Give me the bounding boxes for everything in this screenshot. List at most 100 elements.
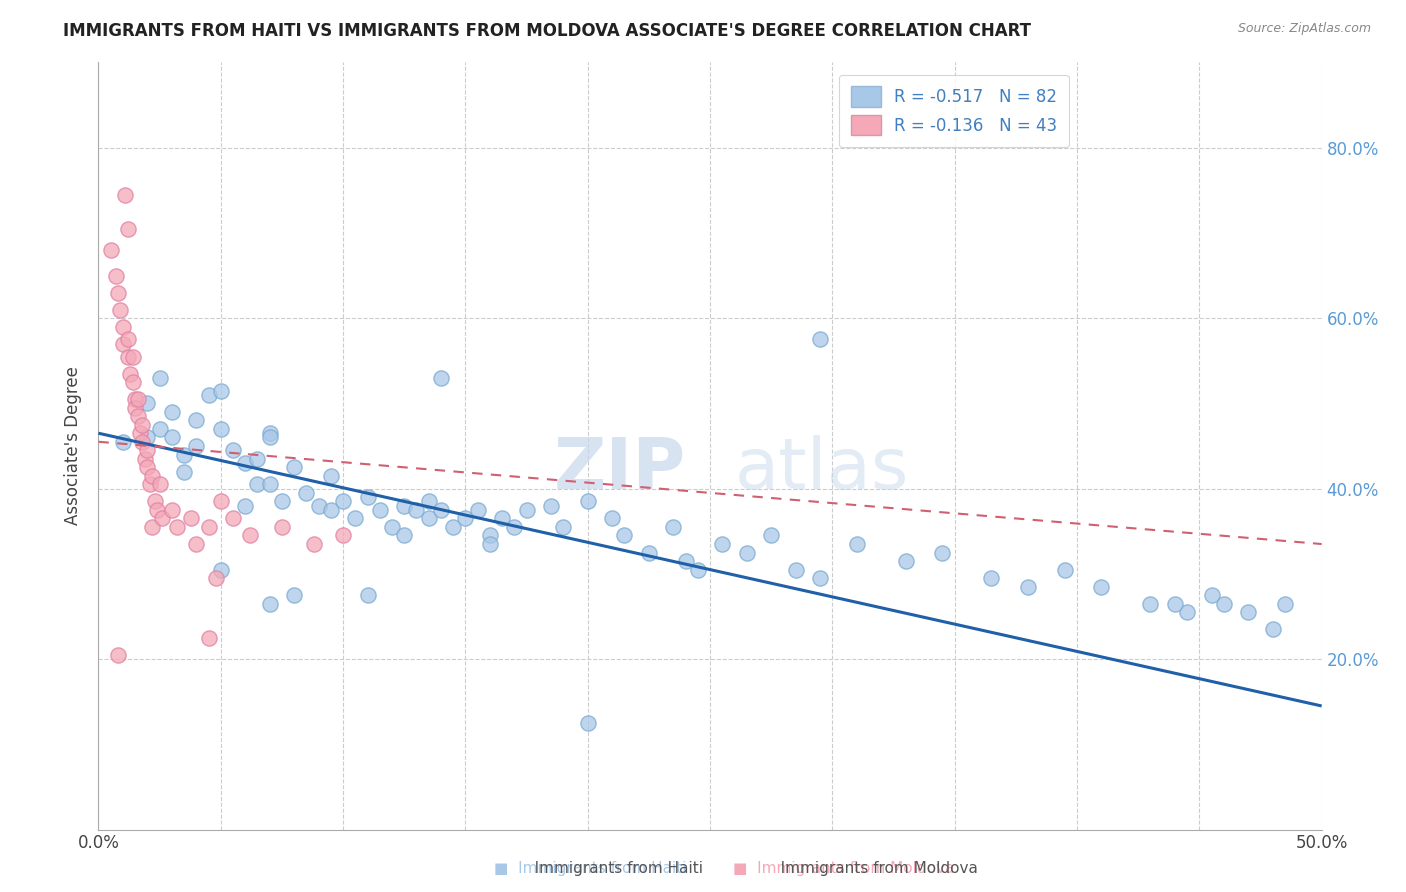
Point xyxy=(540,499,562,513)
Point xyxy=(368,503,391,517)
Point xyxy=(441,520,464,534)
Point xyxy=(980,571,1002,585)
Point xyxy=(209,384,232,398)
Point xyxy=(332,494,354,508)
Point xyxy=(392,528,416,542)
Point xyxy=(613,528,636,542)
Point xyxy=(139,477,162,491)
Point xyxy=(1237,605,1260,619)
Point xyxy=(136,396,159,410)
Point xyxy=(1164,597,1187,611)
Y-axis label: Associate's Degree: Associate's Degree xyxy=(65,367,83,525)
Point xyxy=(675,554,697,568)
Point xyxy=(1090,580,1112,594)
Point xyxy=(222,443,245,458)
Point xyxy=(186,439,208,453)
Point xyxy=(233,499,256,513)
Point xyxy=(111,434,134,449)
Point xyxy=(233,456,256,470)
Point xyxy=(662,520,685,534)
Point xyxy=(150,511,173,525)
Point xyxy=(319,503,342,517)
Point xyxy=(209,563,232,577)
Point xyxy=(1274,597,1296,611)
Point xyxy=(117,333,139,347)
Point xyxy=(344,511,367,525)
Point xyxy=(576,494,599,508)
Point xyxy=(405,503,427,517)
Point xyxy=(117,221,139,235)
Point xyxy=(418,511,440,525)
Point xyxy=(197,388,219,402)
Point xyxy=(270,520,294,534)
Point xyxy=(143,494,166,508)
Point xyxy=(110,302,132,317)
Point xyxy=(121,375,143,389)
Point xyxy=(107,648,129,662)
Point xyxy=(1212,597,1234,611)
Point xyxy=(134,451,156,466)
Point xyxy=(127,392,149,406)
Point xyxy=(127,409,149,424)
Point xyxy=(120,367,142,381)
Point xyxy=(246,477,269,491)
Point xyxy=(302,537,325,551)
Point xyxy=(637,545,661,559)
Text: Immigrants from Moldova: Immigrants from Moldova xyxy=(766,861,977,876)
Point xyxy=(356,490,378,504)
Point xyxy=(149,422,172,436)
Text: Immigrants from Haiti: Immigrants from Haiti xyxy=(520,861,703,876)
Point xyxy=(418,494,440,508)
Point xyxy=(576,716,599,731)
Point xyxy=(491,511,513,525)
Point xyxy=(136,460,159,475)
Point xyxy=(149,371,172,385)
Text: atlas: atlas xyxy=(734,434,908,503)
Point xyxy=(100,243,122,257)
Point xyxy=(600,511,623,525)
Point xyxy=(283,588,305,602)
Point xyxy=(430,371,453,385)
Point xyxy=(356,588,378,602)
Point xyxy=(114,187,136,202)
Point xyxy=(173,465,195,479)
Point xyxy=(136,443,159,458)
Legend: R = -0.517   N = 82, R = -0.136   N = 43: R = -0.517 N = 82, R = -0.136 N = 43 xyxy=(839,75,1069,147)
Point xyxy=(197,631,219,645)
Text: ■  Immigrants from Haiti: ■ Immigrants from Haiti xyxy=(495,861,686,876)
Point xyxy=(259,597,281,611)
Point xyxy=(1201,588,1223,602)
Point xyxy=(553,520,575,534)
Text: ZIP: ZIP xyxy=(554,434,686,503)
Point xyxy=(107,285,129,300)
Point xyxy=(259,430,281,444)
Point xyxy=(1261,622,1284,636)
Text: Source: ZipAtlas.com: Source: ZipAtlas.com xyxy=(1237,22,1371,36)
Point xyxy=(308,499,330,513)
Point xyxy=(259,477,281,491)
Point xyxy=(117,350,139,364)
Point xyxy=(209,494,232,508)
Point xyxy=(1175,605,1198,619)
Point xyxy=(283,460,305,475)
Point xyxy=(785,563,807,577)
Point xyxy=(149,477,172,491)
Point xyxy=(121,350,143,364)
Point xyxy=(186,413,208,427)
Point xyxy=(131,417,153,432)
Point xyxy=(735,545,758,559)
Point xyxy=(392,499,416,513)
Point xyxy=(478,537,501,551)
Point xyxy=(295,486,318,500)
Point xyxy=(173,448,195,462)
Point xyxy=(124,401,146,415)
Point xyxy=(761,528,783,542)
Point xyxy=(381,520,404,534)
Point xyxy=(319,468,342,483)
Point xyxy=(111,319,134,334)
Point xyxy=(239,528,262,542)
Point xyxy=(160,405,183,419)
Point xyxy=(270,494,294,508)
Point xyxy=(124,392,146,406)
Point xyxy=(141,520,163,534)
